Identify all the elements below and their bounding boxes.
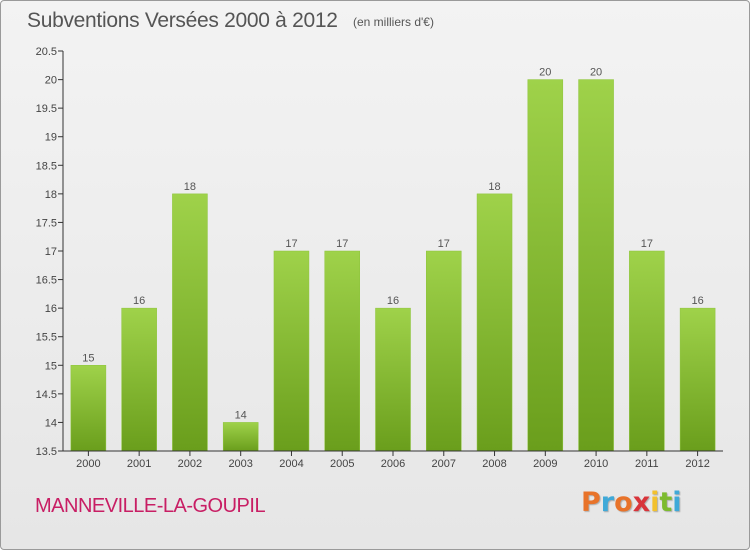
y-tick-label: 17 (45, 246, 57, 258)
bar-2010 (578, 79, 614, 452)
logo-letter: r (600, 487, 615, 518)
y-tick-label: 17.5 (36, 217, 57, 229)
y-tick-label: 19 (45, 132, 57, 144)
value-label-2000: 15 (82, 352, 94, 364)
value-label-2012: 16 (691, 295, 703, 307)
y-tick-label: 18.5 (36, 160, 57, 172)
axes-group: 13.5 14 14.5 15 15.5 16 16.5 17 17.5 18 18.5 19 19.5… (36, 46, 723, 470)
x-tick-label-2011: 2011 (635, 458, 659, 470)
proxiti-logo[interactable]: Proxiti (581, 487, 682, 518)
value-label-2005: 17 (336, 238, 348, 250)
bar-2004 (273, 250, 310, 452)
logo-letter: P (581, 487, 601, 518)
x-tick-label-2009: 2009 (533, 458, 557, 470)
bar-2001 (121, 307, 157, 452)
y-tick-label: 14.5 (36, 389, 57, 401)
value-label-2003: 14 (235, 409, 247, 421)
logo-letter: i (672, 487, 682, 518)
bar-2002 (172, 193, 208, 452)
value-label-2004: 17 (285, 238, 297, 250)
y-tick-label: 16 (45, 303, 57, 315)
x-tick-label-2012: 2012 (685, 458, 709, 470)
x-tick-label-2007: 2007 (432, 458, 456, 470)
value-label-2010: 20 (590, 67, 602, 79)
x-tick-label-2002: 2002 (178, 458, 202, 470)
x-tick-label-2004: 2004 (279, 458, 303, 470)
commune-name: MANNEVILLE-LA-GOUPIL (35, 495, 266, 517)
x-tick-label-2000: 2000 (76, 458, 100, 470)
y-tick-label: 20 (45, 75, 57, 87)
x-tick-label-2008: 2008 (482, 458, 506, 470)
logo-letter: x (632, 487, 651, 518)
bars-group: 15 16 18 14 17 17 16 17 18 20 20 17 16 (70, 67, 716, 452)
x-tick-label-2003: 2003 (228, 458, 252, 470)
value-label-2008: 18 (488, 181, 500, 193)
y-tick-label: 16.5 (36, 275, 57, 287)
bar-2009 (527, 79, 564, 452)
bar-2011 (629, 250, 665, 452)
chart-title: Subventions Versées 2000 à 2012 (27, 9, 338, 32)
x-tick-label-2006: 2006 (381, 458, 405, 470)
logo-letter: t (659, 487, 673, 518)
bar-2000 (70, 365, 107, 452)
y-tick-label: 13.5 (36, 446, 57, 458)
bar-2006 (375, 307, 411, 452)
bar-2008 (476, 193, 513, 452)
bar-2012 (679, 307, 716, 452)
value-label-2002: 18 (184, 181, 196, 193)
y-tick-label: 19.5 (36, 103, 57, 115)
y-tick-label: 20.5 (36, 46, 57, 58)
logo-letter: o (614, 487, 633, 518)
value-label-2001: 16 (133, 295, 145, 307)
value-label-2006: 16 (387, 295, 399, 307)
y-tick-label: 14 (45, 417, 57, 429)
y-tick-label: 15 (45, 360, 57, 372)
value-label-2009: 20 (539, 67, 551, 79)
bar-2003 (222, 422, 259, 452)
bar-2007 (426, 250, 462, 452)
y-tick-label: 18 (45, 189, 57, 201)
value-label-2011: 17 (641, 238, 653, 250)
y-tick-label: 15.5 (36, 332, 57, 344)
x-tick-label-2005: 2005 (330, 458, 354, 470)
value-label-2007: 17 (438, 238, 450, 250)
chart-subtitle: (en milliers d'€) (353, 15, 434, 29)
bar-2005 (324, 250, 360, 452)
x-tick-label-2001: 2001 (127, 458, 151, 470)
x-tick-label-2010: 2010 (584, 458, 608, 470)
logo-letter: i (650, 487, 660, 518)
